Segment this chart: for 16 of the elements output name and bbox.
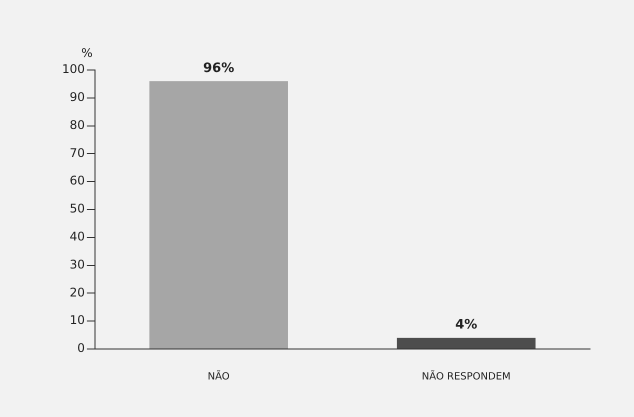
data-label: 96% bbox=[203, 61, 234, 76]
x-tick-label: NÃO RESPONDEM bbox=[422, 370, 511, 383]
y-axis-title: % bbox=[81, 46, 93, 60]
data-label: 4% bbox=[455, 318, 478, 333]
y-tick-label: 40 bbox=[70, 230, 85, 244]
y-tick-label: 20 bbox=[70, 285, 85, 300]
y-tick-label: 30 bbox=[70, 257, 85, 272]
y-tick-label: 90 bbox=[70, 90, 85, 104]
x-tick-label: NÃO bbox=[208, 370, 230, 383]
y-tick-label: 0 bbox=[77, 341, 85, 356]
y-tick-label: 70 bbox=[70, 146, 85, 160]
y-tick-label: 60 bbox=[70, 174, 85, 188]
y-tick-label: 80 bbox=[70, 118, 85, 132]
y-tick-label: 100 bbox=[62, 62, 85, 76]
y-tick-label: 50 bbox=[70, 202, 85, 216]
y-tick-label: 10 bbox=[70, 313, 85, 328]
